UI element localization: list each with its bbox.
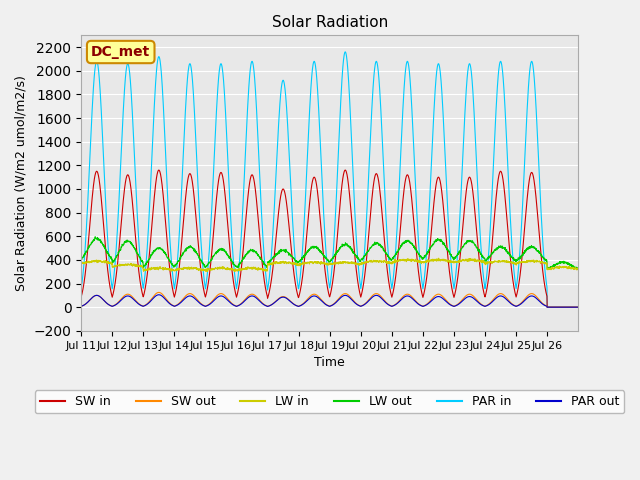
Title: Solar Radiation: Solar Radiation [271,15,388,30]
Legend: SW in, SW out, LW in, LW out, PAR in, PAR out: SW in, SW out, LW in, LW out, PAR in, PA… [35,390,625,413]
Text: DC_met: DC_met [91,45,150,59]
Y-axis label: Solar Radiation (W/m2 umol/m2/s): Solar Radiation (W/m2 umol/m2/s) [15,75,28,291]
X-axis label: Time: Time [314,356,345,369]
